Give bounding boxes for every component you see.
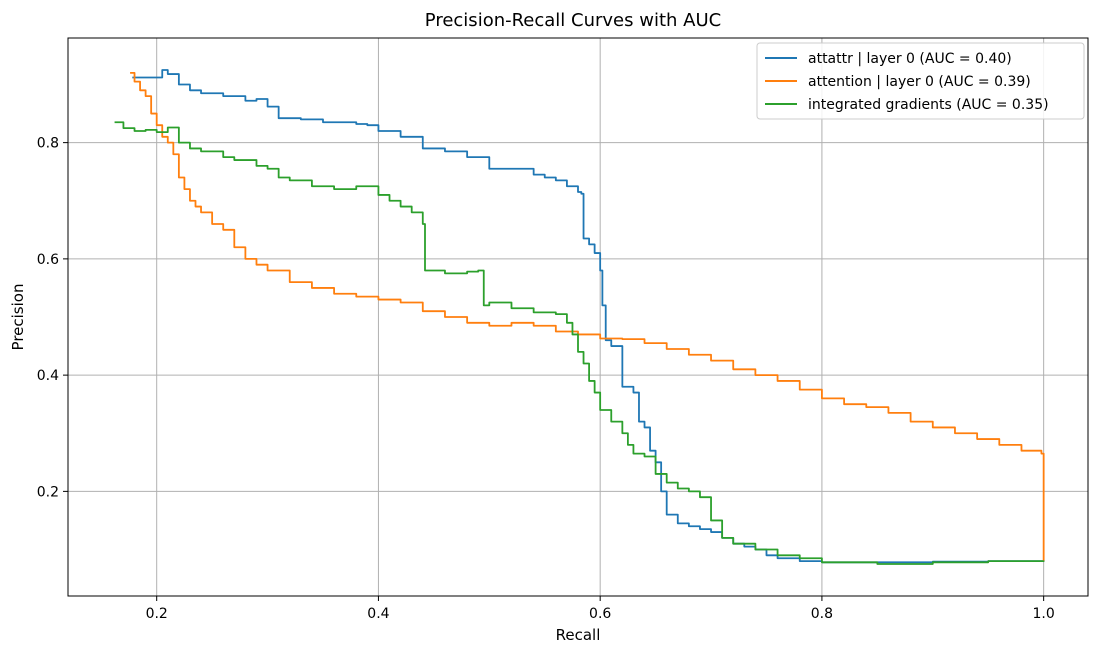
x-axis-ticks: 0.2 0.4 0.6 0.8 1.0	[146, 596, 1055, 622]
series-line-1	[130, 71, 1045, 562]
x-tick-label: 0.2	[146, 606, 168, 622]
series-line-2	[114, 121, 1045, 565]
chart-title: Precision-Recall Curves with AUC	[425, 10, 721, 31]
x-tick-label: 0.4	[367, 606, 389, 622]
legend-label: attention | layer 0 (AUC = 0.39)	[808, 74, 1031, 90]
y-axis-label: Precision	[9, 284, 27, 351]
y-axis-ticks: 0.2 0.4 0.6 0.8	[37, 136, 68, 500]
x-tick-label: 0.6	[589, 606, 611, 622]
series-line-0	[132, 69, 1045, 564]
legend-label: integrated gradients (AUC = 0.35)	[808, 97, 1049, 113]
plot-frame	[67, 37, 1089, 597]
x-axis-label: Recall	[556, 626, 601, 644]
y-tick-label: 0.8	[37, 136, 59, 152]
y-tick-label: 0.6	[37, 252, 59, 268]
y-tick-label: 0.4	[37, 368, 59, 384]
x-tick-label: 1.0	[1033, 606, 1055, 622]
legend-box	[756, 42, 1085, 120]
y-tick-label: 0.2	[37, 484, 59, 500]
series-lines	[114, 69, 1045, 565]
legend: attattr | layer 0 (AUC = 0.40) attention …	[756, 42, 1085, 120]
x-tick-label: 0.8	[811, 606, 833, 622]
legend-label: attattr | layer 0 (AUC = 0.40)	[808, 51, 1012, 67]
grid-lines	[68, 38, 1088, 596]
